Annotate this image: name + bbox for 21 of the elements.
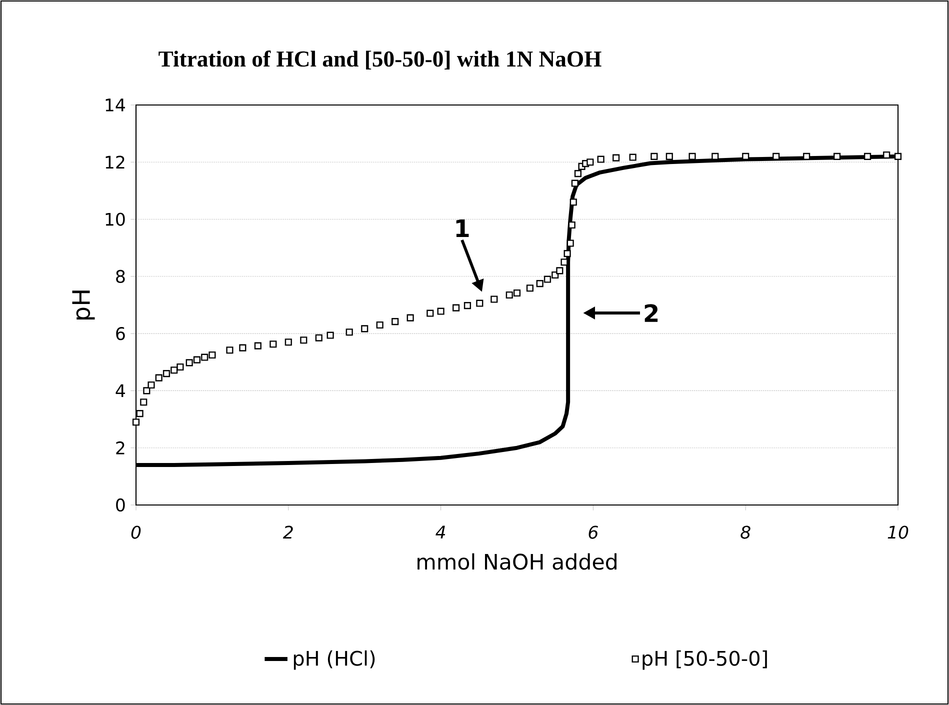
x-tick-label: 4	[436, 526, 446, 538]
chart-title: Titration of HCl and [50-50-0] with 1N NaOH	[158, 50, 602, 70]
y-tick-label: 10	[106, 212, 125, 226]
y-axis-title: pH	[72, 290, 95, 320]
x-tick-label: 8	[740, 526, 750, 539]
x-tick-label: 6	[588, 526, 598, 539]
legend-label: pH [50-50-0]	[642, 650, 767, 670]
y-tick-label: 2	[116, 441, 124, 454]
y-tick-label: 14	[106, 98, 125, 112]
annotation: 2	[644, 304, 658, 322]
y-tick-label: 4	[116, 384, 125, 398]
x-tick-label: 0	[131, 526, 141, 539]
y-tick-label: 8	[116, 270, 125, 283]
y-tick-label: 12	[106, 156, 124, 169]
y-tick-label: 0	[116, 498, 125, 512]
annotation: 1	[456, 220, 469, 238]
legend-label: pH (HCl)	[294, 650, 375, 670]
y-tick-label: 6	[116, 327, 125, 340]
x-tick-label: 2	[282, 526, 293, 539]
x-tick-label: 10	[888, 526, 908, 539]
x-axis-title: mmol NaOH added	[418, 553, 616, 570]
